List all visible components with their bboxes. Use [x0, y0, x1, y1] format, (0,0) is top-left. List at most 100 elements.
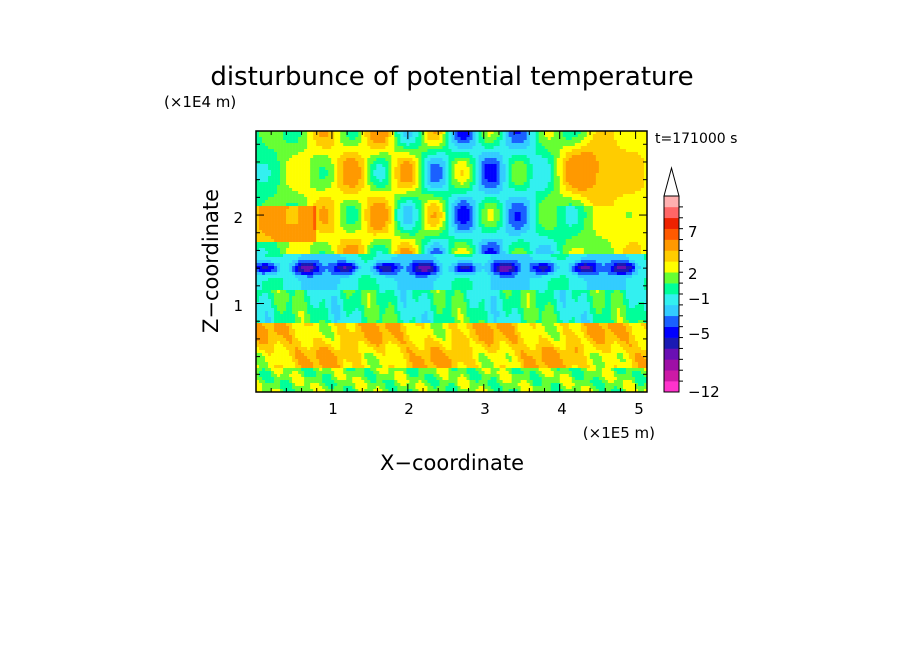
field-cell [460, 182, 464, 186]
field-cell [307, 236, 311, 240]
field-cell [343, 221, 347, 225]
field-cell [304, 149, 308, 153]
field-cell [331, 209, 335, 213]
field-cell [433, 137, 437, 141]
field-cell [400, 230, 404, 234]
field-cell [448, 200, 452, 204]
field-cell [442, 158, 446, 162]
field-cell [256, 179, 260, 183]
field-cell [556, 134, 561, 138]
field-cell [577, 155, 582, 159]
field-cell [292, 176, 296, 180]
field-cell [577, 212, 582, 216]
field-cell [391, 191, 395, 195]
field-cell [448, 206, 452, 210]
field-cell [586, 191, 591, 195]
field-cell [304, 161, 308, 165]
field-cell [448, 185, 452, 189]
field-cell [589, 149, 594, 153]
field-cell [337, 170, 341, 174]
field-cell [361, 131, 365, 135]
field-cell [505, 164, 509, 168]
field-cell [637, 194, 642, 198]
field-cell [487, 167, 491, 171]
field-cell [604, 224, 609, 228]
field-cell [343, 134, 347, 138]
field-cell [526, 239, 530, 243]
field-cell [382, 170, 386, 174]
field-cell [601, 239, 606, 243]
field-cell [463, 161, 467, 165]
field-cell [607, 203, 612, 207]
field-cell [586, 182, 591, 186]
field-cell [412, 230, 416, 234]
field-cell [370, 221, 374, 225]
field-cell [319, 200, 323, 204]
field-cell [484, 221, 488, 225]
field-cell [427, 191, 431, 195]
field-cell [316, 164, 320, 168]
field-cell [619, 131, 624, 135]
field-cell [628, 233, 633, 237]
field-cell [460, 152, 464, 156]
field-cell [310, 131, 314, 135]
field-cell [259, 161, 263, 165]
field-cell [529, 182, 534, 186]
field-cell [385, 173, 389, 177]
field-cell [508, 236, 512, 240]
field-cell [364, 212, 368, 216]
field-cell [616, 221, 621, 225]
field-cell [643, 188, 647, 192]
field-cell [415, 149, 419, 153]
field-cell [286, 167, 290, 171]
field-cell [445, 194, 449, 198]
field-cell [493, 224, 497, 228]
field-cell [454, 224, 458, 228]
field-cell [439, 131, 443, 135]
field-cell [388, 161, 392, 165]
field-cell [607, 176, 612, 180]
field-cell [544, 173, 549, 177]
field-cell [310, 173, 314, 177]
field-cell [457, 212, 461, 216]
field-cell [457, 191, 461, 195]
field-cell [466, 143, 470, 147]
field-cell [352, 131, 356, 135]
field-cell [433, 218, 437, 222]
field-cell [583, 230, 588, 234]
field-cell [565, 173, 570, 177]
field-cell [427, 218, 431, 222]
field-cell [553, 239, 558, 243]
field-cell [349, 188, 353, 192]
field-cell [532, 230, 537, 234]
field-cell [304, 224, 308, 228]
field-cell [598, 146, 603, 150]
field-cell [469, 227, 473, 231]
field-cell [334, 191, 338, 195]
field-cell [289, 227, 293, 231]
field-cell [574, 197, 579, 201]
field-cell [520, 164, 524, 168]
field-cell [475, 212, 479, 216]
field-cell [433, 212, 437, 216]
field-cell [316, 233, 320, 237]
field-cell [559, 233, 564, 237]
field-cell [307, 176, 311, 180]
field-cell [553, 233, 558, 237]
field-cell [391, 146, 395, 150]
field-cell [391, 140, 395, 144]
field-cell [337, 173, 341, 177]
field-cell [511, 215, 515, 219]
field-cell [526, 146, 530, 150]
field-cell [529, 137, 534, 141]
field-cell [565, 227, 570, 231]
field-cell [442, 188, 446, 192]
field-cell [385, 221, 389, 225]
field-cell [529, 197, 534, 201]
field-cell [493, 146, 497, 150]
field-cell [268, 176, 272, 180]
field-cell [412, 155, 416, 159]
field-cell [511, 158, 515, 162]
field-cell [469, 131, 473, 135]
field-cell [313, 224, 317, 228]
